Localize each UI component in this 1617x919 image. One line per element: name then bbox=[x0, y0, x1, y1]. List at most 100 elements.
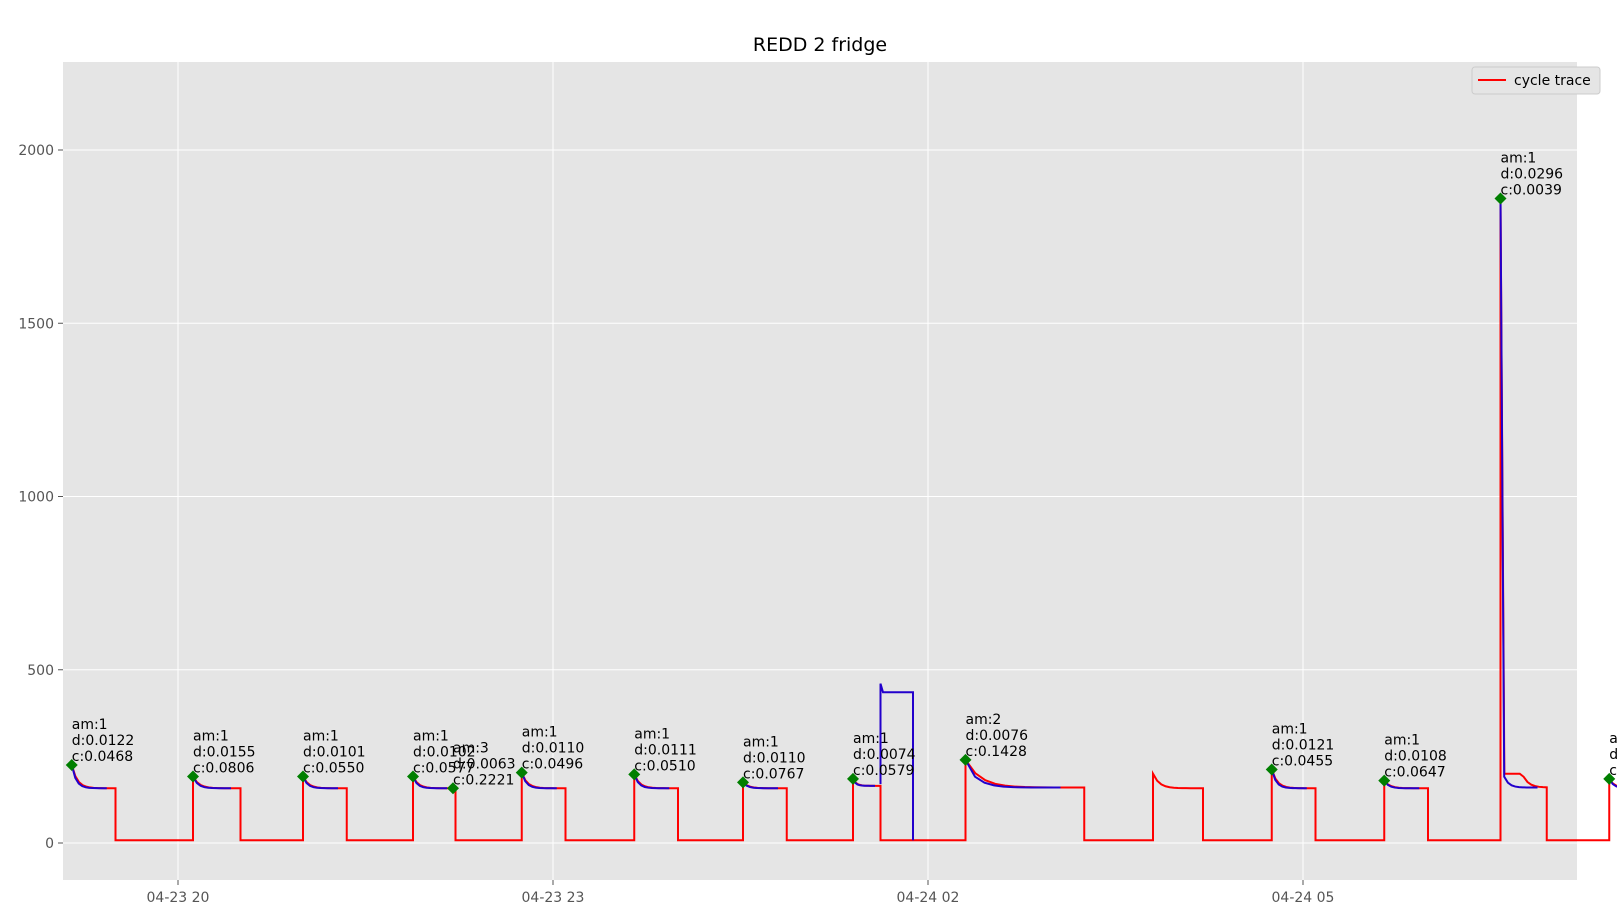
annotation-line: c:0.0550 bbox=[303, 760, 364, 776]
annotation-line: d:0.0111 bbox=[634, 742, 697, 758]
cycle-marker bbox=[447, 782, 459, 795]
grid bbox=[63, 62, 1577, 880]
annotation-line: d:0.0122 bbox=[72, 733, 135, 749]
annotation-line: d:0.0102 bbox=[413, 744, 476, 760]
annotation-line: c:0.0039 bbox=[1501, 183, 1562, 199]
legend-label: cycle trace bbox=[1514, 73, 1591, 89]
cycle-annotation: am:1d:0.0115c:0.0680 bbox=[1609, 731, 1617, 779]
x-tick-label: 04-23 20 bbox=[147, 890, 210, 906]
annotation-line: am:1 bbox=[522, 725, 558, 741]
cycle-annotation: am:1 d:0.0074 c:0.0579 bbox=[853, 731, 916, 779]
annotation-line: d:0.0074 bbox=[853, 747, 916, 763]
cycle-annotation: am:1 d:0.0108 c:0.0647 bbox=[1384, 733, 1447, 781]
detected-cycle-overlay bbox=[742, 781, 779, 790]
annotation-line: d:0.0076 bbox=[966, 728, 1029, 744]
detected-cycle-overlay bbox=[412, 776, 448, 790]
annotation-line: am:1 bbox=[1272, 722, 1308, 738]
cycle-marker bbox=[65, 759, 78, 772]
cycle-marker bbox=[737, 776, 749, 789]
axes: 0 500 1000 1500 2000 04-23 20 04-23 23 04-24 02… bbox=[18, 143, 1335, 906]
plot-area bbox=[63, 62, 1577, 880]
cycle-annotation: am:1 d:0.0121 c:0.0455 bbox=[1272, 722, 1335, 770]
annotation-line: am:1 bbox=[1501, 151, 1537, 167]
annotation-line: am:1 bbox=[1609, 731, 1617, 747]
x-tick-label: 04-24 05 bbox=[1272, 890, 1335, 906]
annotation-line: am:1 bbox=[303, 728, 339, 744]
annotation-line: d:0.0110 bbox=[743, 750, 806, 766]
annotation-line: c:0.0455 bbox=[1272, 754, 1333, 770]
annotation-line: c:0.2221 bbox=[453, 772, 514, 788]
y-tick-label: 2000 bbox=[18, 143, 54, 159]
detected-cycle-overlay bbox=[70, 764, 107, 790]
annotation-line: am:1 bbox=[853, 731, 889, 747]
cycle-annotation: am:1 d:0.0155 c:0.0806 bbox=[193, 728, 256, 776]
detected-cycle-overlay bbox=[1270, 769, 1307, 790]
y-tick-label: 0 bbox=[45, 836, 54, 852]
annotation-line: am:1 bbox=[193, 728, 229, 744]
detected-cycle-overlay bbox=[520, 772, 557, 790]
annotation-line: d:0.0101 bbox=[303, 744, 366, 760]
annotation-line: d:0.0121 bbox=[1272, 738, 1335, 754]
legend: cycle trace bbox=[1471, 66, 1601, 95]
annotation-line: c:0.0767 bbox=[743, 766, 804, 782]
annotation-line: d:0.0108 bbox=[1384, 749, 1447, 765]
cycle-marker bbox=[847, 772, 859, 785]
annotation-line: c:0.0806 bbox=[193, 760, 254, 776]
annotation-line: c:0.0577 bbox=[413, 760, 474, 776]
cycle-marker bbox=[628, 768, 641, 781]
annotation-line: d:0.0155 bbox=[193, 744, 256, 760]
annotation-line: am:1 bbox=[413, 728, 449, 744]
annotation-line: c:0.0468 bbox=[72, 749, 133, 765]
cycle-annotation: am:1 d:0.0111 c:0.0510 bbox=[634, 726, 697, 774]
chart-title: REDD 2 fridge bbox=[752, 34, 888, 56]
annotation-line: c:0.0647 bbox=[1384, 765, 1445, 781]
cycle-annotation: am:1 d:0.0102 c:0.0577 bbox=[413, 728, 476, 776]
cycle-marker bbox=[959, 753, 972, 766]
annotation-line: c:0.0510 bbox=[634, 758, 695, 774]
annotation-line: c:0.0579 bbox=[853, 763, 914, 779]
y-tick-label: 1500 bbox=[18, 316, 54, 332]
annotation-line: c:0.0680 bbox=[1609, 763, 1617, 779]
cycle-annotation: am:1 d:0.0110 c:0.0496 bbox=[522, 725, 585, 773]
y-tick-label: 1000 bbox=[18, 490, 54, 506]
detected-cycle-overlay bbox=[964, 759, 1061, 789]
cycle-marker bbox=[1603, 772, 1616, 785]
cycle-annotation: am:1 d:0.0122 c:0.0468 bbox=[72, 717, 135, 765]
annotation-line: am:1 bbox=[634, 726, 670, 742]
detected-cycle-overlay bbox=[302, 775, 339, 790]
cycle-marker bbox=[1265, 763, 1278, 776]
annotation-line: am:2 bbox=[966, 712, 1002, 728]
detected-cycle-overlay bbox=[1383, 779, 1420, 790]
cycle-marker bbox=[1378, 774, 1391, 787]
x-tick-label: 04-24 02 bbox=[897, 890, 960, 906]
detected-cycle-overlay bbox=[1608, 778, 1617, 788]
annotation-line: d:0.0115 bbox=[1609, 747, 1617, 763]
detected-cycle-overlay bbox=[852, 778, 876, 787]
cycle-annotation: am:1 d:0.0101 c:0.0550 bbox=[303, 728, 366, 776]
annotation-line: c:0.1428 bbox=[966, 744, 1027, 760]
annotation-line: am:1 bbox=[743, 734, 779, 750]
cycle-marker bbox=[1494, 192, 1507, 205]
annotation-line: d:0.0110 bbox=[522, 741, 585, 757]
annotation-line: am:1 bbox=[72, 717, 108, 733]
detected-cycle-overlay bbox=[1499, 198, 1538, 789]
cycle-annotation: am:3 d:0.0063 c:0.2221 bbox=[453, 740, 516, 788]
cycle-marker bbox=[187, 770, 199, 783]
detected-cycle-overlay bbox=[192, 775, 232, 790]
annotation-line: c:0.0496 bbox=[522, 757, 583, 773]
cycle-annotation: am:1 d:0.0110 c:0.0767 bbox=[743, 734, 806, 782]
cycle-annotation: am:2 d:0.0076 c:0.1428 bbox=[966, 712, 1029, 760]
cycle-marker bbox=[407, 770, 419, 783]
y-tick-label: 500 bbox=[27, 663, 54, 679]
legend-box bbox=[1471, 66, 1601, 95]
cycle-marker bbox=[297, 770, 309, 783]
markers bbox=[65, 192, 1616, 795]
detected-cycle-overlay bbox=[879, 683, 914, 841]
cycle-marker bbox=[515, 766, 528, 779]
x-tick-label: 04-23 23 bbox=[522, 890, 585, 906]
annotation-line: am:1 bbox=[1384, 733, 1420, 749]
data-layer bbox=[70, 198, 1617, 842]
annotation-line: d:0.0063 bbox=[453, 756, 516, 772]
